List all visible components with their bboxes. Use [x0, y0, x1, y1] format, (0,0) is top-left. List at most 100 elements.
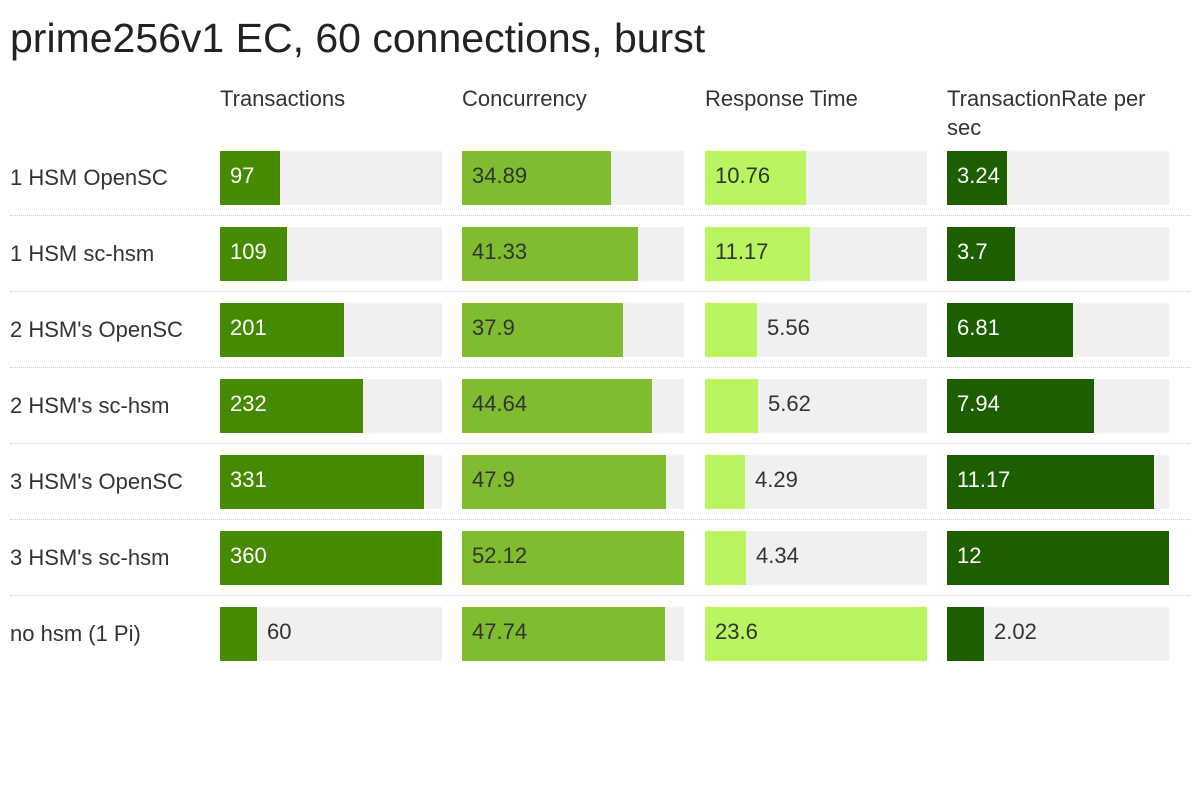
- bar-track: 5.56: [705, 303, 927, 357]
- data-label: 60: [267, 619, 292, 644]
- bar-track: 52.12: [462, 531, 684, 585]
- bar: [462, 303, 623, 357]
- row-label: 1 HSM sc-hsm: [10, 241, 155, 266]
- bar: [705, 227, 810, 281]
- bar-track: 360: [220, 531, 442, 585]
- bar: [705, 379, 758, 433]
- bar-track: 23.6: [705, 607, 927, 661]
- row-separator: [10, 215, 1190, 216]
- bar: [947, 303, 1073, 357]
- bar-track: 41.33: [462, 227, 684, 281]
- data-label: 11.17: [957, 467, 1011, 492]
- bar: [220, 303, 344, 357]
- data-label: 5.62: [768, 391, 811, 416]
- bar-track: 97: [220, 151, 442, 205]
- data-label: 6.81: [957, 315, 1000, 340]
- row-label: 1 HSM OpenSC: [10, 165, 168, 190]
- bar: [947, 227, 1015, 281]
- bar-track: 11.17: [705, 227, 927, 281]
- bar: [220, 455, 424, 509]
- bar-track: 3.7: [947, 227, 1169, 281]
- row-label: no hsm (1 Pi): [10, 621, 141, 646]
- bar-track: 109: [220, 227, 442, 281]
- bar: [462, 151, 611, 205]
- row-label: 3 HSM's OpenSC: [10, 469, 183, 494]
- bar-track: 3.24: [947, 151, 1169, 205]
- data-label: 97: [230, 163, 255, 188]
- data-label: 44.64: [472, 391, 528, 416]
- data-label: 4.29: [755, 467, 798, 492]
- bar: [705, 303, 757, 357]
- bar-track: 331: [220, 455, 442, 509]
- bar-track: 7.94: [947, 379, 1169, 433]
- data-label: 34.89: [472, 163, 528, 188]
- bar-track: 47.9: [462, 455, 684, 509]
- column-header: Transactions: [220, 86, 346, 111]
- chart-title: prime256v1 EC, 60 connections, burst: [10, 15, 706, 61]
- data-label: 12: [957, 543, 982, 568]
- data-label: 7.94: [957, 391, 1000, 416]
- data-label: 2.02: [994, 619, 1037, 644]
- bar: [220, 531, 442, 585]
- data-label: 232: [230, 391, 267, 416]
- bar: [947, 455, 1154, 509]
- bar: [220, 607, 257, 661]
- bar-track: 6.81: [947, 303, 1169, 357]
- bar-track: 11.17: [947, 455, 1169, 509]
- bar: [220, 151, 280, 205]
- data-label: 11.17: [715, 239, 769, 264]
- bar: [947, 151, 1007, 205]
- data-label: 4.34: [756, 543, 799, 568]
- bar-track: 4.29: [705, 455, 927, 509]
- bar: [220, 379, 363, 433]
- row-label: 2 HSM's OpenSC: [10, 317, 183, 342]
- data-label: 52.12: [472, 543, 528, 568]
- data-label: 360: [230, 543, 267, 568]
- bar-track: 34.89: [462, 151, 684, 205]
- row-separator: [10, 443, 1190, 444]
- data-label: 41.33: [472, 239, 528, 264]
- data-label: 109: [230, 239, 267, 264]
- bar: [947, 531, 1169, 585]
- data-label: 37.9: [472, 315, 515, 340]
- data-label: 23.6: [715, 619, 758, 644]
- data-label: 10.76: [715, 163, 771, 188]
- bar-track: 201: [220, 303, 442, 357]
- data-label: 331: [230, 467, 267, 492]
- row-separator: [10, 595, 1190, 596]
- bar: [462, 455, 666, 509]
- row-separator: [10, 291, 1190, 292]
- bar: [705, 151, 806, 205]
- row-label: 2 HSM's sc-hsm: [10, 393, 170, 418]
- data-label: 3.24: [957, 163, 1000, 188]
- bar: [220, 227, 287, 281]
- bar: [705, 531, 746, 585]
- bar: [462, 531, 684, 585]
- bar: [705, 607, 927, 661]
- bar-track: 10.76: [705, 151, 927, 205]
- bar-track: 12: [947, 531, 1169, 585]
- data-label: 47.74: [472, 619, 528, 644]
- bar-track: 60: [220, 607, 442, 661]
- data-label: 3.7: [957, 239, 988, 264]
- bar-track: 4.34: [705, 531, 927, 585]
- bar-track: 44.64: [462, 379, 684, 433]
- data-label: 5.56: [767, 315, 810, 340]
- bar: [462, 379, 652, 433]
- row-label: 3 HSM's sc-hsm: [10, 545, 170, 570]
- bar-track: 232: [220, 379, 442, 433]
- bar: [705, 455, 745, 509]
- bar-track: 5.62: [705, 379, 927, 433]
- column-header: Response Time: [705, 86, 858, 111]
- bar-track: 47.74: [462, 607, 684, 661]
- bar: [462, 227, 638, 281]
- data-label: 47.9: [472, 467, 515, 492]
- column-header: TransactionRate per sec: [947, 86, 1146, 140]
- bar-track: 2.02: [947, 607, 1169, 661]
- bar: [947, 607, 984, 661]
- bar: [462, 607, 665, 661]
- column-header: Concurrency: [462, 86, 587, 111]
- row-separator: [10, 519, 1190, 520]
- row-separator: [10, 367, 1190, 368]
- bar-track: 37.9: [462, 303, 684, 357]
